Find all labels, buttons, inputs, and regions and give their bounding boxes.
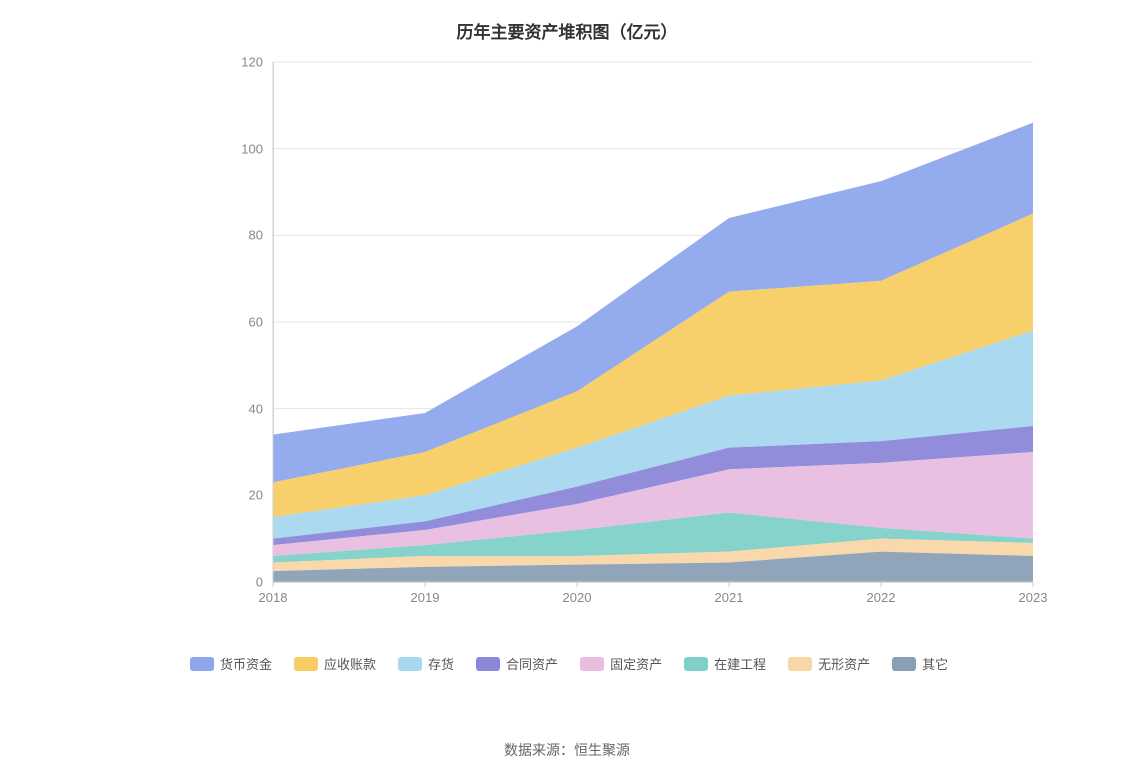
legend-swatch [788,657,812,671]
legend: 货币资金 应收账款 存货 合同资产 固定资产 在建工程 无形资产 其它 [190,654,1044,673]
legend-item-receivable[interactable]: 应收账款 [294,654,376,673]
legend-swatch [398,657,422,671]
legend-item-cip[interactable]: 在建工程 [684,654,766,673]
stacked-area-chart: 历年主要资产堆积图（亿元） 020406080100120 2018201920… [0,0,1134,766]
legend-label: 其它 [922,654,948,673]
data-source: 数据来源：恒生聚源 [0,740,1134,760]
legend-label: 合同资产 [506,654,558,673]
legend-item-inventory[interactable]: 存货 [398,654,454,673]
legend-swatch [580,657,604,671]
legend-swatch [892,657,916,671]
legend-label: 存货 [428,654,454,673]
legend-label: 货币资金 [220,654,272,673]
legend-item-other[interactable]: 其它 [892,654,948,673]
legend-label: 无形资产 [818,654,870,673]
plot-svg [0,0,1134,766]
legend-swatch [294,657,318,671]
legend-swatch [684,657,708,671]
legend-label: 固定资产 [610,654,662,673]
legend-label: 应收账款 [324,654,376,673]
legend-item-intangible[interactable]: 无形资产 [788,654,870,673]
legend-swatch [476,657,500,671]
legend-swatch [190,657,214,671]
legend-label: 在建工程 [714,654,766,673]
legend-item-cash[interactable]: 货币资金 [190,654,272,673]
legend-item-fixed[interactable]: 固定资产 [580,654,662,673]
legend-item-contract[interactable]: 合同资产 [476,654,558,673]
